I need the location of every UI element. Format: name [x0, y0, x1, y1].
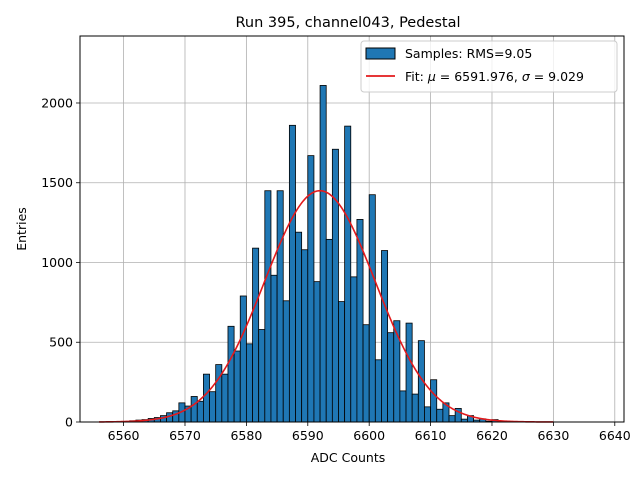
x-tick-label: 6570	[169, 428, 201, 443]
histogram-bar	[325, 238, 333, 423]
x-tick-label: 6630	[537, 428, 569, 443]
y-tick-label: 2000	[41, 95, 73, 110]
legend-fit-mu-value: = 6591.976,	[436, 69, 522, 84]
histogram-bar	[374, 359, 382, 423]
x-tick-label: 6580	[230, 428, 262, 443]
legend-fit-sigma-symbol: σ	[522, 69, 531, 84]
axes-frame	[79, 35, 625, 423]
legend-fit-label: Fit: μ = 6591.976, σ = 9.029	[405, 69, 584, 84]
x-tick-label: 6560	[108, 428, 140, 443]
chart-title: Run 395, channel043, Pedestal	[235, 15, 460, 31]
histogram-bar	[301, 249, 309, 423]
x-tick-label: 6600	[353, 428, 385, 443]
histogram-bar	[411, 393, 419, 423]
histogram-bar	[190, 396, 198, 423]
histogram-bar	[295, 231, 303, 423]
x-axis-label: ADC Counts	[311, 450, 386, 465]
histogram-bar	[405, 322, 413, 423]
y-tick-label: 0	[65, 415, 73, 430]
histogram-bar	[436, 408, 444, 423]
histogram-bar	[344, 125, 352, 423]
x-tick-label: 6590	[292, 428, 324, 443]
histogram-bar	[270, 274, 278, 423]
legend-box	[360, 40, 618, 93]
histogram-bar	[227, 325, 235, 423]
histogram-bar	[239, 295, 247, 423]
histogram-bar	[448, 415, 456, 423]
x-tick-label: 6620	[476, 428, 508, 443]
histogram-bar	[203, 373, 210, 423]
histogram-bar	[338, 301, 346, 423]
histogram-bar	[381, 250, 389, 423]
fit-curve	[99, 189, 554, 423]
legend: Samples: RMS=9.05 Fit: μ = 6591.976, σ =…	[360, 40, 618, 93]
histogram-bar	[430, 379, 438, 423]
histogram-bar	[362, 324, 370, 423]
histogram-bar	[276, 190, 284, 423]
histogram-bar	[399, 390, 407, 423]
x-tick-label: 6640	[599, 428, 631, 443]
histogram-bar	[387, 332, 395, 423]
histogram-bar	[319, 85, 327, 423]
x-tick-label: 6610	[415, 428, 447, 443]
histogram-bar	[424, 406, 431, 423]
legend-samples-swatch	[365, 47, 396, 60]
histogram-bar	[258, 329, 266, 423]
histogram-bars	[117, 85, 517, 423]
legend-fit-sigma-value: = 9.029	[530, 69, 584, 84]
legend-fit-mu-symbol: μ	[427, 69, 436, 84]
y-tick-label: 500	[49, 335, 73, 350]
histogram-bar	[264, 190, 272, 423]
axis-ticks: 6560 6570 6580 6590 6600 6610 6620 6630 6640 0 500…	[41, 95, 631, 443]
histogram-bar	[350, 276, 358, 423]
histogram-bar	[393, 320, 401, 423]
y-tick-label: 1000	[41, 255, 73, 270]
legend-samples-label: Samples: RMS=9.05	[405, 46, 532, 61]
histogram-bar	[215, 364, 223, 423]
histogram-bar	[368, 194, 376, 423]
histogram-bar	[331, 148, 339, 423]
histogram-bar	[233, 350, 241, 423]
y-tick-label: 1500	[41, 175, 73, 190]
histogram-bar	[221, 373, 229, 423]
histogram-bar	[209, 391, 217, 423]
histogram-bar	[288, 124, 296, 423]
legend-fit-prefix: Fit:	[405, 69, 428, 84]
histogram-bar	[252, 247, 260, 423]
histogram-bar	[196, 400, 204, 423]
fit-curve-group	[99, 189, 554, 423]
histogram-bar	[245, 343, 253, 423]
y-axis-label: Entries	[14, 207, 29, 251]
histogram-bar	[282, 300, 290, 423]
histogram-bar	[313, 281, 321, 423]
